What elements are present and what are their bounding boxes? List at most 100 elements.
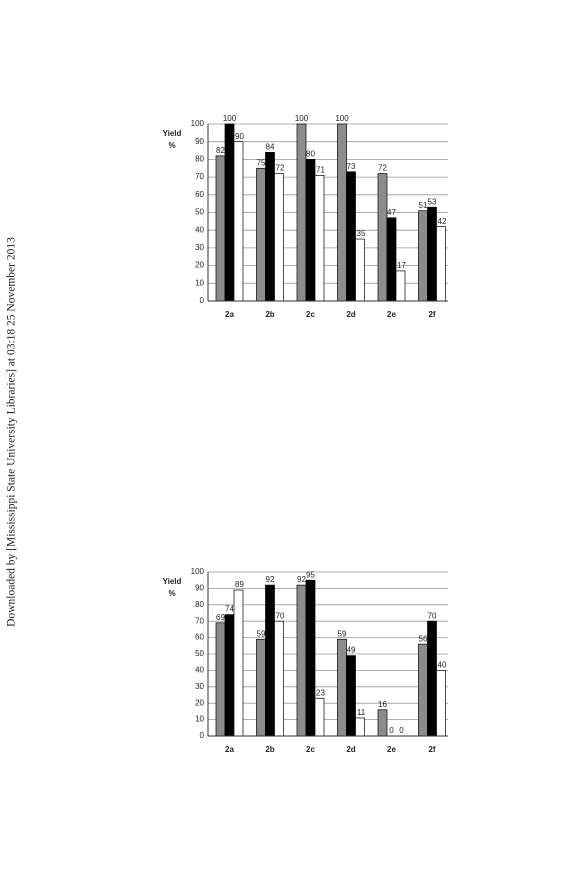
y-tick-label: 80: [195, 155, 204, 164]
bar: [265, 584, 275, 737]
bar: [395, 270, 406, 302]
value-label: 40: [438, 661, 447, 670]
bar: [256, 638, 266, 737]
y-tick-label: 100: [191, 567, 205, 576]
x-tick-label: 2d: [346, 310, 355, 319]
value-label: 80: [306, 150, 315, 159]
y-tick-label: 70: [195, 616, 204, 625]
bar: [305, 579, 316, 737]
y-tick-label: 20: [195, 261, 204, 270]
value-label: 0: [399, 726, 404, 735]
bar: [256, 167, 266, 302]
value-label: 95: [306, 570, 315, 579]
y-tick-label: 60: [195, 190, 204, 199]
y-tick-label: 10: [195, 278, 204, 287]
y-axis-label: Yield: [163, 129, 182, 138]
value-label: 17: [397, 261, 406, 270]
x-tick-label: 2c: [306, 310, 315, 319]
y-tick-label: 50: [195, 649, 204, 658]
value-label: 100: [335, 114, 349, 123]
value-label: 0: [389, 726, 394, 735]
y-tick-label: 40: [195, 225, 204, 234]
value-label: 74: [225, 605, 234, 614]
value-label: 70: [276, 611, 285, 620]
y-tick-label: 70: [195, 172, 204, 181]
value-label: 49: [347, 646, 356, 655]
bar: [337, 638, 347, 737]
y-tick-label: 10: [195, 715, 204, 724]
y-axis-label: %: [168, 589, 175, 598]
bar: [233, 141, 244, 302]
value-label: 72: [378, 164, 387, 173]
bar: [436, 670, 446, 737]
bar: [215, 622, 226, 737]
value-label: 16: [378, 700, 387, 709]
bar: [346, 171, 356, 302]
value-label: 35: [357, 229, 366, 238]
bar: [355, 238, 365, 302]
x-tick-label: 2a: [225, 745, 234, 754]
x-tick-label: 2f: [428, 310, 435, 319]
bar: [346, 655, 356, 737]
bar: [274, 173, 284, 302]
bar: [377, 173, 388, 302]
value-label: 71: [316, 165, 325, 174]
value-label: 23: [316, 688, 325, 697]
bar: [265, 151, 275, 302]
y-tick-label: 30: [195, 243, 204, 252]
bar: [296, 584, 307, 737]
value-label: 100: [295, 114, 309, 123]
bar: [274, 620, 284, 737]
value-label: 92: [266, 575, 275, 584]
x-tick-label: 2e: [387, 310, 396, 319]
value-label: 56: [419, 634, 428, 643]
value-label: 70: [428, 611, 437, 620]
bar: [314, 174, 325, 302]
download-note: Downloaded by [Mississippi State Univers…: [6, 237, 18, 627]
bar: [418, 643, 428, 737]
bar: [377, 709, 388, 737]
y-tick-label: 100: [191, 119, 205, 128]
bar: [296, 123, 307, 302]
y-tick-label: 30: [195, 682, 204, 691]
y-tick-label: 90: [195, 137, 204, 146]
value-label: 84: [266, 142, 275, 151]
y-tick-label: 80: [195, 600, 204, 609]
y-tick-label: 40: [195, 666, 204, 675]
value-label: 53: [428, 197, 437, 206]
value-label: 73: [347, 162, 356, 171]
y-tick-label: 50: [195, 208, 204, 217]
y-tick-label: 0: [200, 296, 205, 305]
value-label: 92: [297, 575, 306, 584]
y-tick-label: 0: [200, 731, 205, 740]
bar: [314, 697, 325, 737]
value-label: 51: [419, 201, 428, 210]
x-tick-label: 2c: [306, 745, 315, 754]
y-tick-label: 90: [195, 584, 204, 593]
bar: [233, 589, 244, 737]
bar: [224, 123, 235, 302]
value-label: 100: [223, 114, 237, 123]
value-label: 59: [257, 629, 266, 638]
value-label: 59: [338, 629, 347, 638]
bar: [386, 217, 397, 302]
value-label: 90: [235, 132, 244, 141]
x-tick-label: 2f: [428, 745, 435, 754]
value-label: 72: [276, 164, 285, 173]
x-tick-label: 2d: [346, 745, 355, 754]
value-label: 69: [216, 613, 225, 622]
value-label: 42: [438, 217, 447, 226]
x-tick-label: 2b: [265, 310, 274, 319]
bar: [427, 206, 437, 302]
x-tick-label: 2b: [265, 745, 274, 754]
bar: [427, 620, 437, 737]
bar: [355, 717, 365, 737]
y-axis-label: Yield: [163, 577, 182, 586]
value-label: 82: [216, 146, 225, 155]
y-axis-label: %: [168, 141, 175, 150]
bar: [215, 155, 226, 302]
y-tick-label: 60: [195, 633, 204, 642]
bar: [436, 226, 446, 302]
